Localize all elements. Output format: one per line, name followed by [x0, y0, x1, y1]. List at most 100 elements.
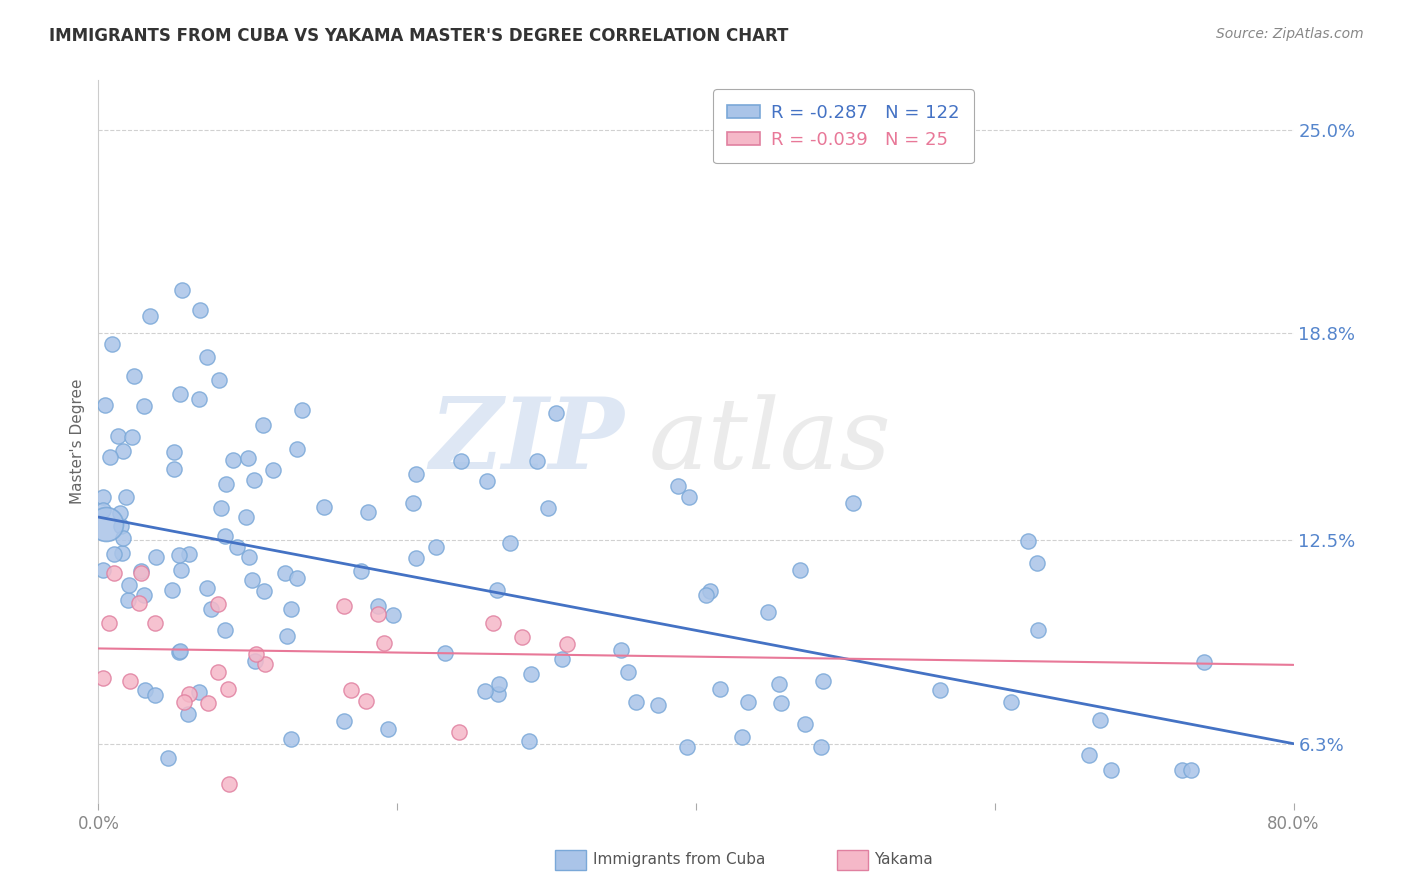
Point: [121, 430, 143, 444]
Point: [167, 548, 190, 562]
Point: [1090, 713, 1112, 727]
Point: [340, 683, 363, 698]
Point: [280, 602, 302, 616]
Point: [215, 477, 238, 491]
Point: [252, 583, 274, 598]
Text: atlas: atlas: [648, 394, 891, 489]
Point: [110, 507, 132, 521]
Point: [1017, 533, 1039, 548]
Point: [111, 443, 134, 458]
Point: [195, 581, 218, 595]
Point: [235, 509, 257, 524]
Point: [245, 647, 267, 661]
Text: IMMIGRANTS FROM CUBA VS YAKAMA MASTER'S DEGREE CORRELATION CHART: IMMIGRANTS FROM CUBA VS YAKAMA MASTER'S …: [49, 27, 789, 45]
Point: [756, 605, 779, 619]
Point: [98, 615, 121, 630]
Point: [373, 636, 395, 650]
Point: [811, 673, 834, 688]
Point: [214, 529, 236, 543]
Point: [169, 644, 191, 658]
Point: [240, 573, 263, 587]
Point: [810, 739, 832, 754]
Text: Source: ZipAtlas.com: Source: ZipAtlas.com: [1216, 27, 1364, 41]
Point: [517, 734, 540, 748]
Point: [333, 714, 356, 728]
Point: [520, 667, 543, 681]
Point: [103, 566, 125, 580]
Point: [768, 676, 790, 690]
Point: [447, 724, 470, 739]
Point: [103, 547, 125, 561]
Point: [122, 368, 145, 383]
Point: [367, 607, 389, 621]
Point: [551, 651, 574, 665]
Point: [402, 496, 425, 510]
Point: [1099, 763, 1122, 777]
Point: [789, 563, 811, 577]
Point: [312, 500, 335, 514]
Point: [488, 677, 510, 691]
Point: [163, 445, 186, 459]
Point: [209, 501, 232, 516]
Point: [510, 630, 533, 644]
Point: [349, 564, 371, 578]
Point: [139, 309, 162, 323]
Point: [434, 646, 457, 660]
Point: [285, 571, 308, 585]
Point: [91, 563, 114, 577]
Point: [207, 373, 229, 387]
Point: [129, 564, 152, 578]
Point: [450, 453, 472, 467]
Point: [617, 665, 640, 679]
Point: [187, 392, 209, 406]
Point: [120, 673, 142, 688]
Point: [132, 588, 155, 602]
Point: [163, 462, 186, 476]
Point: [526, 453, 548, 467]
Y-axis label: Master's Degree: Master's Degree: [69, 379, 84, 504]
Point: [499, 536, 522, 550]
Point: [179, 687, 201, 701]
Point: [609, 642, 631, 657]
Point: [486, 687, 509, 701]
Point: [770, 696, 793, 710]
Point: [195, 350, 218, 364]
Legend: R = -0.287   N = 122, R = -0.039   N = 25: R = -0.287 N = 122, R = -0.039 N = 25: [713, 89, 974, 163]
Point: [156, 750, 179, 764]
Point: [214, 623, 236, 637]
Point: [177, 547, 200, 561]
Point: [425, 541, 447, 555]
Point: [405, 467, 427, 482]
Point: [280, 732, 302, 747]
Point: [197, 696, 219, 710]
Point: [91, 671, 114, 685]
Point: [1180, 763, 1202, 777]
Point: [173, 695, 195, 709]
Point: [94, 516, 117, 531]
Point: [207, 665, 229, 680]
Point: [647, 698, 669, 712]
Point: [367, 599, 389, 614]
Point: [544, 406, 567, 420]
Point: [405, 550, 427, 565]
Point: [218, 777, 240, 791]
Point: [1192, 655, 1215, 669]
Point: [354, 694, 377, 708]
Point: [107, 428, 129, 442]
Point: [110, 519, 132, 533]
Point: [382, 607, 405, 622]
Point: [537, 500, 560, 515]
Point: [555, 637, 578, 651]
Point: [333, 599, 356, 614]
Point: [1026, 623, 1049, 637]
Point: [169, 387, 191, 401]
Point: [177, 707, 200, 722]
Point: [200, 602, 222, 616]
Point: [794, 716, 817, 731]
Point: [737, 695, 759, 709]
Point: [134, 682, 156, 697]
Point: [254, 657, 277, 671]
Point: [143, 615, 166, 630]
Point: [842, 496, 865, 510]
Point: [678, 490, 700, 504]
